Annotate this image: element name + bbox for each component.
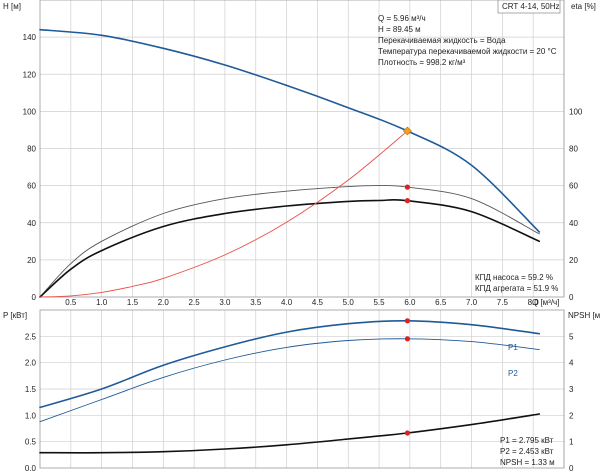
info-line: Q = 5.96 м³/ч: [378, 14, 426, 23]
operating-point-dot: [404, 198, 411, 204]
x-tick-label: 6.0: [404, 298, 416, 307]
bottom-markers: [404, 318, 411, 436]
legend-p1: P1: [508, 343, 518, 352]
x-tick-label: 3.0: [219, 298, 231, 307]
x-tick-label: 3.5: [250, 298, 262, 307]
y2-tick-label: 40: [569, 219, 578, 228]
top-y2-label: eta [%]: [571, 2, 596, 11]
legend-p2: P2: [508, 369, 518, 378]
y-tick-label: 100: [23, 107, 37, 116]
top-plot-frame: [39, 0, 565, 298]
value-line: P1 = 2.795 кВт: [500, 436, 554, 445]
top-markers: [402, 126, 412, 204]
x-tick-label: 6.5: [435, 298, 447, 307]
operating-point-dot: [404, 336, 411, 342]
y-tick-label: 0.0: [25, 464, 37, 473]
top-grid: [40, 0, 565, 297]
x-tick-label: 4.5: [312, 298, 324, 307]
info-line: Перекачиваемая жидкость = Вода: [378, 36, 506, 45]
info-line: Плотность = 998.2 кг/м³: [378, 58, 466, 67]
value-line: P2 = 2.453 кВт: [500, 447, 554, 456]
duty-values-block: P1 = 2.795 кВт P2 = 2.453 кВт NPSH = 1.3…: [500, 436, 555, 467]
bottom-grid: [40, 310, 565, 468]
duty-point-marker: [402, 126, 412, 136]
curve-npsh: [39, 413, 541, 454]
y2-tick-label: 5: [569, 332, 574, 341]
x-axis-label: Q [м³/ч]: [532, 298, 559, 307]
x-tick-label: 2.5: [189, 298, 201, 307]
y2-tick-label: 4: [569, 359, 574, 368]
efficiency-labels: КПД насоса = 59.2 % КПД агрегата = 51.9 …: [475, 273, 558, 293]
top-y-label: H [м]: [3, 2, 21, 11]
head-efficiency-plot: 0 20 40 60 80 100 120 140 0 20 40 60 80 100 0.5 1.0 1.5 2…: [3, 0, 596, 307]
x-tick-label: 5.0: [343, 298, 355, 307]
info-line: H = 89.45 м: [378, 25, 421, 34]
curve-eta-unit: [39, 198, 541, 298]
curve-p2: [39, 338, 540, 423]
y2-tick-label: 3: [569, 385, 574, 394]
curve-system: [39, 130, 408, 298]
y-tick-label: 2.0: [25, 359, 37, 368]
y-tick-label: 120: [23, 70, 37, 79]
x-tick-label: 8.0: [528, 298, 540, 307]
y2-tick-label: 80: [569, 145, 578, 154]
y2-tick-label: 0: [569, 293, 574, 302]
y2-tick-label: 1: [569, 438, 574, 447]
x-tick-label: 1.0: [96, 298, 108, 307]
operating-point-dot: [404, 184, 411, 190]
chart-title: CRT 4-14, 50Hz: [502, 2, 560, 11]
pump-efficiency-label: КПД насоса = 59.2 %: [475, 273, 553, 282]
curve-p1: [39, 319, 541, 409]
curve-h: [39, 28, 541, 233]
x-tick-label: 4.0: [281, 298, 293, 307]
y-tick-label: 0: [32, 293, 37, 302]
y2-tick-label: 2: [569, 411, 574, 420]
x-tick-label: 5.5: [373, 298, 385, 307]
x-tick-label: 1.5: [127, 298, 139, 307]
curve-eta-pump: [39, 185, 540, 298]
info-line: Температура перекачиваемой жидкости = 20…: [378, 47, 557, 56]
bottom-y-label: P [кВт]: [3, 311, 27, 320]
x-tick-label: 0.5: [65, 298, 77, 307]
y-tick-label: 0.5: [25, 438, 37, 447]
top-tick-labels: 0 20 40 60 80 100 120 140 0 20 40 60 80 100 0.5 1.0 1.5 2…: [23, 33, 583, 307]
duty-info-block: Q = 5.96 м³/ч H = 89.45 м Перекачиваемая…: [378, 14, 557, 67]
value-line: NPSH = 1.33 м: [500, 458, 555, 467]
x-tick-label: 7.0: [466, 298, 478, 307]
y-tick-label: 20: [27, 256, 36, 265]
y-tick-label: 1.0: [25, 411, 37, 420]
operating-point-dot: [404, 430, 411, 436]
unit-efficiency-label: КПД агрегата = 51.9 %: [475, 284, 558, 293]
y-tick-label: 80: [27, 145, 36, 154]
y2-tick-label: 100: [569, 107, 583, 116]
top-curves: [39, 28, 541, 298]
y2-tick-label: 0: [569, 464, 574, 473]
y-tick-label: 140: [23, 33, 37, 42]
power-npsh-plot: 0.0 0.5 1.0 1.5 2.0 2.5 0 1 2 3 4 5 P [кВт] NPSH [м…: [3, 309, 600, 473]
bottom-plot-frame: [39, 309, 565, 469]
y2-tick-label: 60: [569, 182, 578, 191]
bottom-tick-labels: 0.0 0.5 1.0 1.5 2.0 2.5 0 1 2 3 4 5: [25, 332, 574, 473]
y2-tick-label: 20: [569, 256, 578, 265]
bottom-curves: [39, 319, 541, 454]
bottom-y2-label: NPSH [м]: [568, 311, 600, 320]
chart-title-box: [497, 0, 561, 14]
y-tick-label: 1.5: [25, 385, 37, 394]
operating-point-dot: [404, 318, 411, 324]
y-tick-label: 60: [27, 182, 36, 191]
x-tick-label: 7.5: [497, 298, 509, 307]
y-tick-label: 40: [27, 219, 36, 228]
y-tick-label: 2.5: [25, 332, 37, 341]
x-tick-label: 2.0: [158, 298, 170, 307]
